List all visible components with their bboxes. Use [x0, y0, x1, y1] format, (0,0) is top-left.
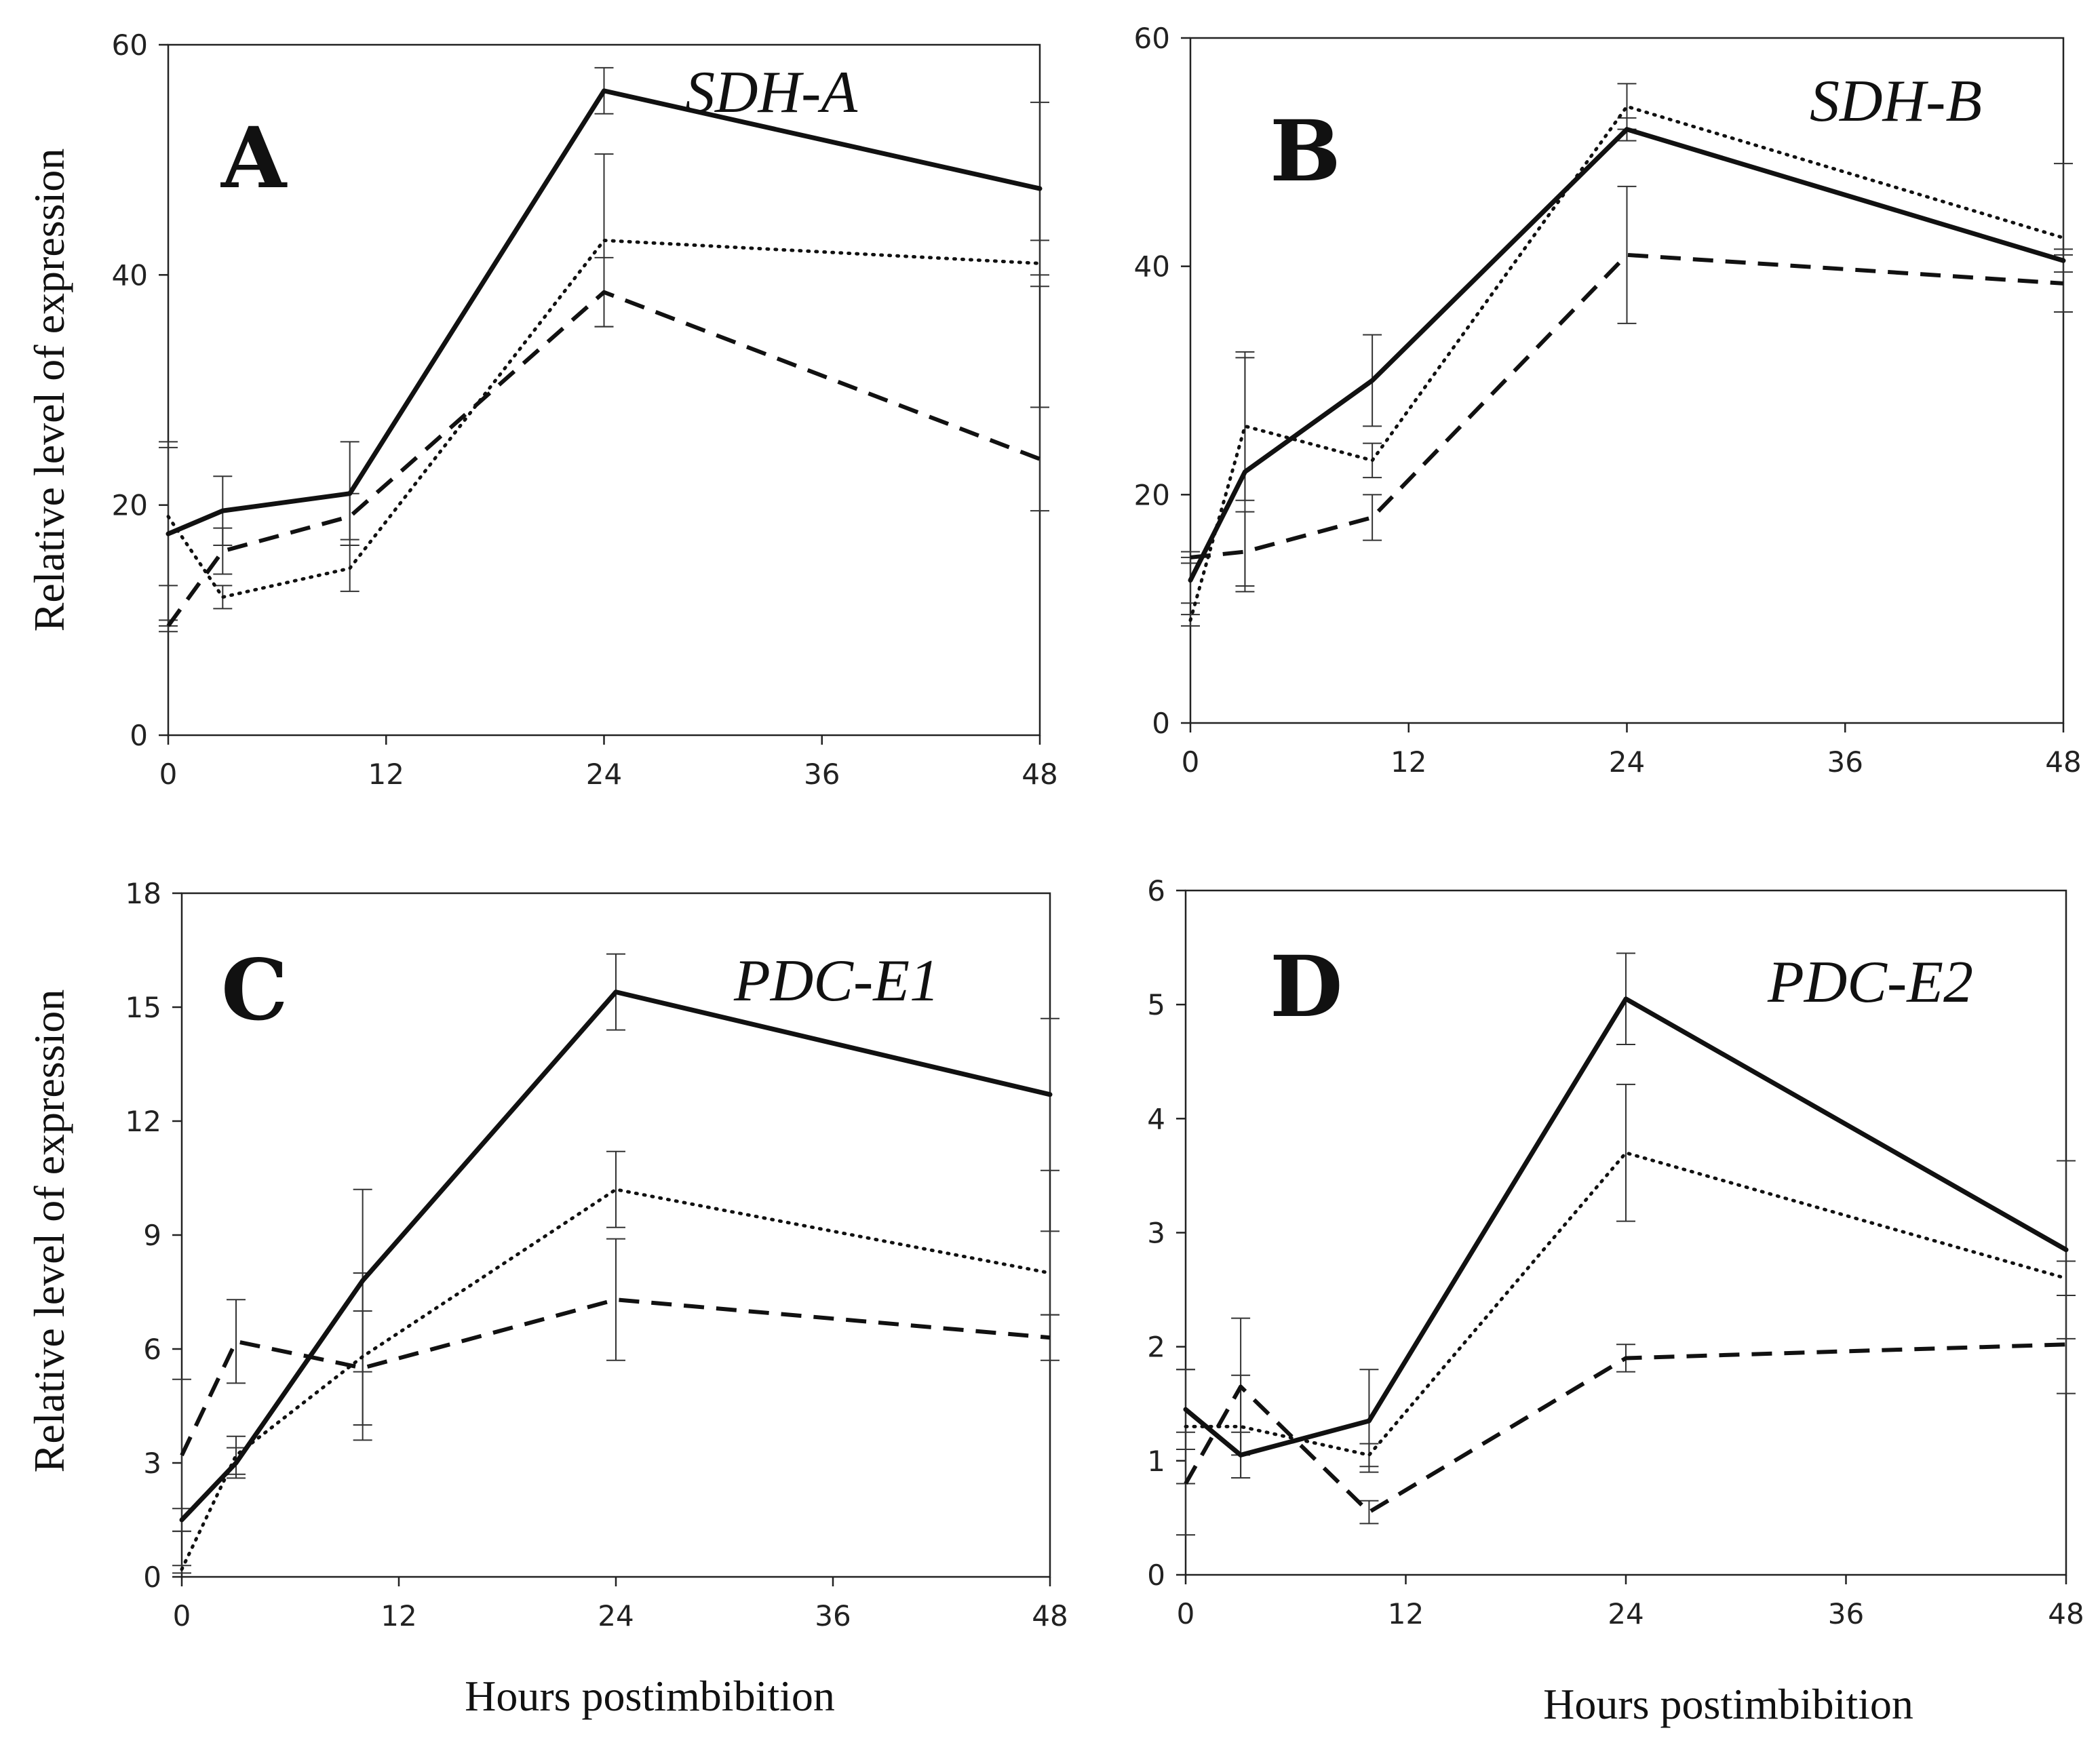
series-line-dashed — [180, 1297, 1051, 1457]
x-axis-title: Hours postimbibition — [465, 1672, 835, 1720]
y-tick-label: 3 — [143, 1447, 161, 1480]
series-line-dotted — [166, 238, 1042, 599]
data-marks: 0 12 24 36 48 0 20 40 60 — [112, 28, 1058, 791]
chart-title: SDH-B — [1810, 69, 1982, 134]
y-tick-label: 4 — [1147, 1102, 1165, 1135]
series-line-dashed — [1184, 1342, 2067, 1514]
x-tick-label: 36 — [1828, 1597, 1864, 1630]
y-tick-label: 0 — [1152, 707, 1170, 740]
series-line-dashed — [166, 290, 1041, 627]
y-tick-label: 6 — [1147, 874, 1165, 907]
y-tick-label: 0 — [1147, 1559, 1165, 1592]
series-line-solid — [1183, 996, 2069, 1458]
y-tick-label: 0 — [130, 719, 148, 752]
series-line-dotted — [1188, 104, 2065, 622]
series-line-solid — [1188, 127, 2066, 583]
x-tick-label: 0 — [159, 758, 178, 791]
series-line-dashed — [1190, 252, 2064, 560]
y-tick-label: 9 — [143, 1219, 161, 1252]
y-tick-label: 60 — [112, 28, 148, 62]
x-tick-label: 0 — [1182, 745, 1200, 779]
y-tick-label: 0 — [143, 1561, 161, 1594]
panel-letter: C — [221, 941, 288, 1040]
x-tick-label: 36 — [804, 758, 840, 791]
x-tick-label: 0 — [173, 1599, 191, 1632]
series-line-dotted — [180, 1188, 1052, 1571]
x-tick-label: 24 — [586, 758, 622, 791]
panel-a: 0 12 24 36 48 0 20 40 60 A SDH-A Relative level … — [25, 28, 1058, 791]
y-tick-label: 3 — [1147, 1217, 1165, 1250]
panel-letter: A — [220, 109, 288, 208]
x-axis-title: Hours postimbibition — [1543, 1680, 1913, 1728]
chart-title: PDC-E1 — [733, 948, 939, 1014]
x-tick-label: 48 — [1022, 758, 1057, 791]
y-tick-label: 20 — [112, 489, 148, 522]
panel-b: 0 12 24 36 48 0 20 40 60 B SDH-B — [1134, 22, 2082, 779]
x-tick-label: 24 — [1608, 1597, 1644, 1630]
y-tick-label: 6 — [143, 1333, 161, 1366]
x-tick-label: 36 — [1827, 745, 1863, 779]
plot-frame — [167, 43, 1041, 737]
y-tick-label: 1 — [1147, 1445, 1165, 1478]
y-tick-label: 40 — [112, 258, 148, 292]
y-axis-title: Relative level of expression — [25, 990, 73, 1473]
y-tick-label: 5 — [1147, 988, 1165, 1021]
chart-title: SDH-A — [685, 60, 858, 125]
x-tick-label: 48 — [2045, 745, 2081, 779]
chart-title: PDC-E2 — [1767, 950, 1973, 1015]
x-tick-label: 48 — [2048, 1597, 2084, 1630]
series-line-solid — [179, 990, 1053, 1523]
series-line-solid — [166, 88, 1043, 536]
panel-letter: B — [1270, 102, 1341, 201]
x-tick-label: 0 — [1177, 1597, 1195, 1630]
y-tick-label: 20 — [1134, 478, 1170, 511]
data-marks: 0 12 24 36 48 0 20 40 60 — [1134, 22, 2082, 779]
y-tick-label: 15 — [125, 991, 161, 1024]
series-line-dotted — [1184, 1151, 2068, 1457]
y-tick-label: 18 — [125, 877, 161, 910]
x-tick-label: 12 — [368, 758, 404, 791]
y-tick-label: 12 — [125, 1105, 161, 1138]
x-tick-label: 12 — [1391, 745, 1426, 779]
x-tick-label: 24 — [1609, 745, 1645, 779]
x-tick-label: 48 — [1032, 1599, 1068, 1632]
panel-letter: D — [1270, 938, 1343, 1036]
y-tick-label: 60 — [1134, 22, 1170, 55]
y-tick-label: 2 — [1147, 1331, 1165, 1364]
x-tick-label: 12 — [1388, 1597, 1424, 1630]
y-tick-label: 40 — [1134, 250, 1170, 283]
x-tick-label: 36 — [815, 1599, 851, 1632]
y-axis-title: Relative level of expression — [25, 149, 73, 632]
x-tick-label: 12 — [381, 1599, 416, 1632]
x-tick-label: 24 — [598, 1599, 634, 1632]
